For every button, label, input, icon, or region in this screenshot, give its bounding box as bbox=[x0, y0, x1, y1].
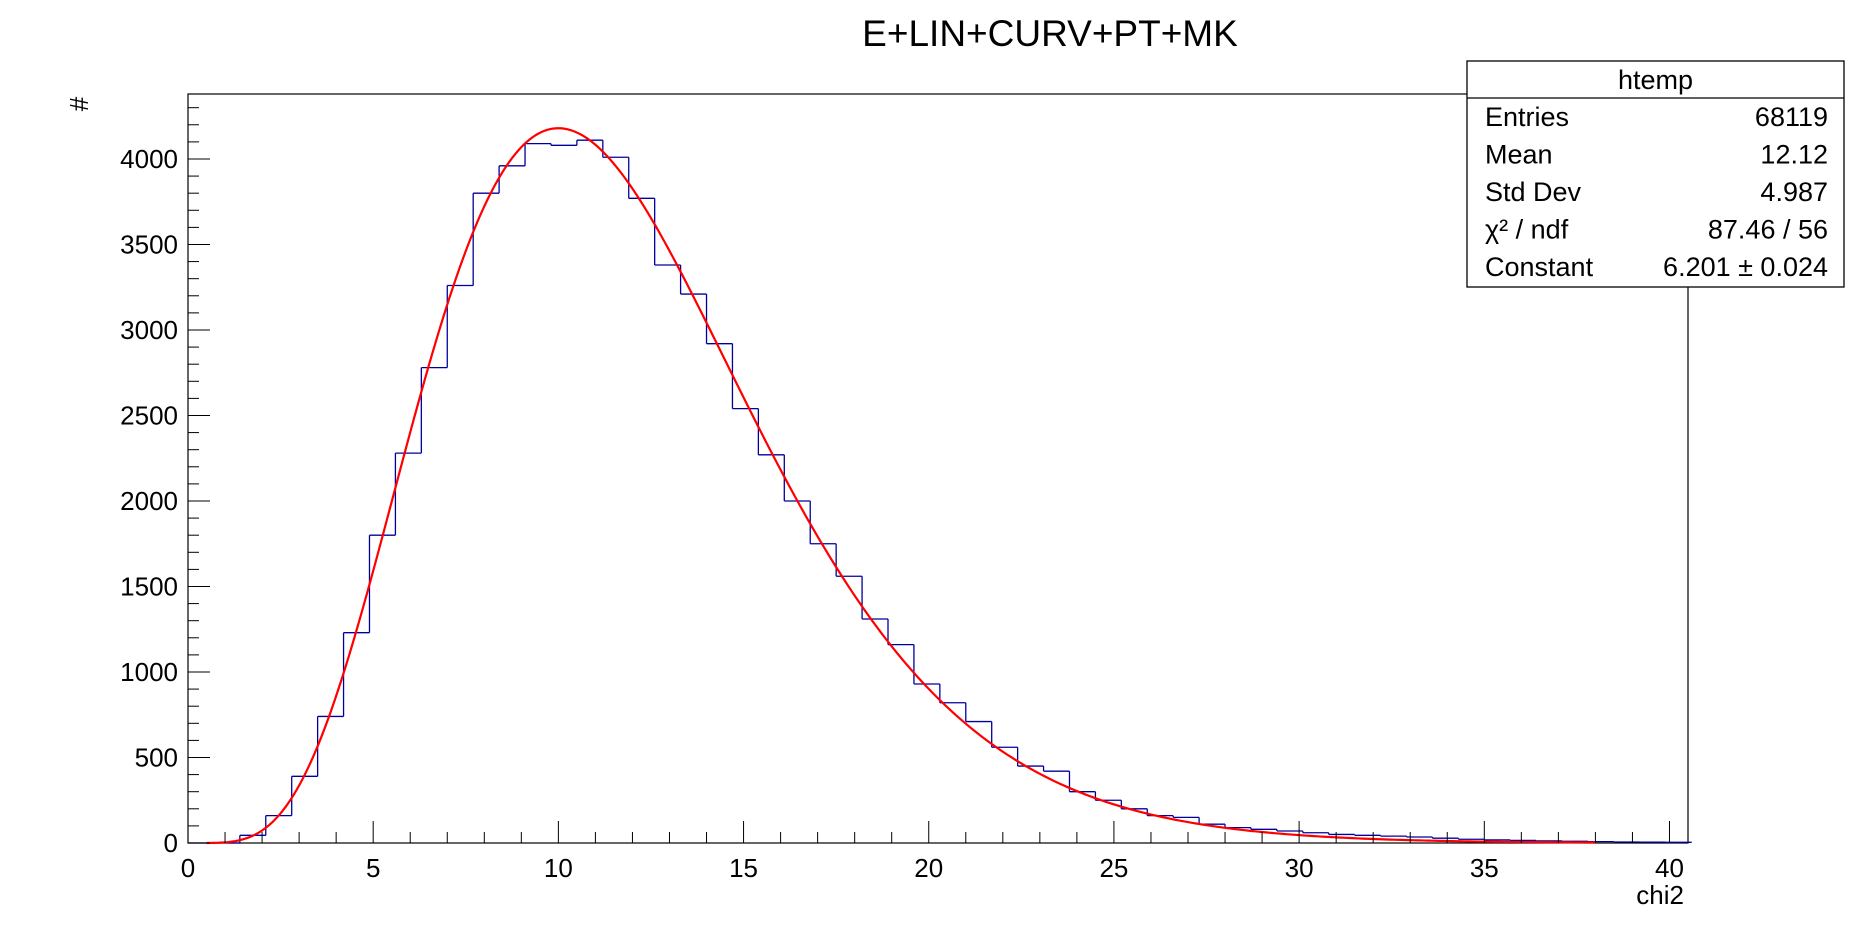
x-tick-label: 10 bbox=[544, 853, 573, 883]
stats-row-label: Std Dev bbox=[1485, 177, 1582, 207]
fit-curve bbox=[206, 127, 1596, 845]
y-tick-label: 500 bbox=[135, 742, 178, 772]
x-tick-label: 15 bbox=[729, 853, 758, 883]
stats-row-value: 6.201 ± 0.024 bbox=[1663, 252, 1828, 282]
y-tick-label: 1500 bbox=[120, 571, 178, 601]
x-axis-title: chi2 bbox=[1636, 880, 1684, 910]
x-axis: 0 5 10 15 20 25 30 35 40 bbox=[181, 821, 1684, 883]
stats-row-label: Mean bbox=[1485, 140, 1553, 170]
y-tick-label: 3000 bbox=[120, 315, 178, 345]
stats-row-value: 4.987 bbox=[1760, 177, 1828, 207]
x-tick-label: 40 bbox=[1655, 853, 1684, 883]
stats-row-value: 68119 bbox=[1755, 102, 1828, 132]
stats-row-value: 12.12 bbox=[1760, 140, 1828, 170]
plot-frame bbox=[187, 93, 1689, 844]
y-axis-title: # bbox=[64, 96, 94, 111]
histogram bbox=[188, 139, 1692, 844]
x-tick-label: 25 bbox=[1099, 853, 1128, 883]
stats-row-label: Entries bbox=[1485, 102, 1569, 132]
plot-border bbox=[187, 93, 1689, 844]
fit-curve-group bbox=[206, 127, 1596, 845]
stats-box-border bbox=[1466, 60, 1845, 288]
y-tick-label: 1000 bbox=[120, 657, 178, 687]
y-tick-label: 4000 bbox=[120, 144, 178, 174]
stats-row-label: χ² / ndf bbox=[1485, 215, 1569, 245]
y-tick-label: 2500 bbox=[120, 400, 178, 430]
y-tick-label: 3500 bbox=[120, 229, 178, 259]
stats-row-label: Constant bbox=[1485, 252, 1594, 282]
stats-box: htemp Entries 68119 Mean 12.12 Std Dev 4.987 χ²… bbox=[1466, 60, 1845, 288]
x-tick-label: 20 bbox=[914, 853, 943, 883]
y-tick-label: 0 bbox=[164, 828, 178, 858]
stats-row-value: 87.46 / 56 bbox=[1708, 215, 1828, 245]
y-axis: 0 500 1000 1500 2000 2500 3000 3500 4000 bbox=[120, 107, 210, 858]
x-tick-label: 0 bbox=[181, 853, 195, 883]
chart-title: E+LIN+CURV+PT+MK bbox=[862, 13, 1238, 54]
x-tick-label: 30 bbox=[1285, 853, 1314, 883]
x-tick-label: 5 bbox=[366, 853, 380, 883]
y-tick-label: 2000 bbox=[120, 486, 178, 516]
x-tick-label: 35 bbox=[1470, 853, 1499, 883]
stats-box-title: htemp bbox=[1618, 65, 1693, 95]
